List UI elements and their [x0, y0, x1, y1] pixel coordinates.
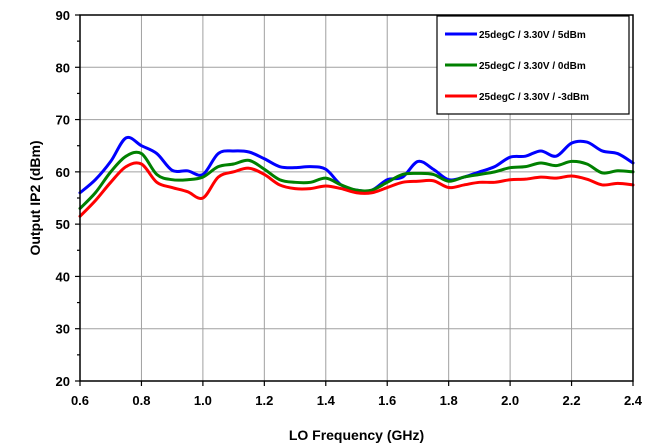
x-axis-tick-labels: 0.6 0.8 1.0 1.2 1.4 1.6 1.8 2.0 2.2 2.4 — [71, 393, 643, 408]
x-tick-label: 1.0 — [194, 393, 212, 408]
x-tick-label: 1.4 — [317, 393, 336, 408]
series-lines — [78, 135, 635, 218]
x-tick-label: 1.8 — [440, 393, 458, 408]
legend-label: 25degC / 3.30V / 0dBm — [479, 61, 586, 72]
axis-ticks — [75, 14, 634, 386]
y-tick-label: 40 — [56, 269, 70, 284]
x-tick-label: 2.4 — [624, 393, 643, 408]
x-tick-label: 0.8 — [132, 393, 150, 408]
x-tick-label: 1.2 — [255, 393, 273, 408]
legend-label: 25degC / 3.30V / 5dBm — [479, 30, 586, 41]
y-axis-title: Output IP2 (dBm) — [27, 140, 43, 255]
x-tick-label: 1.6 — [378, 393, 396, 408]
x-tick-label: 0.6 — [71, 393, 89, 408]
legend: 25degC / 3.30V / 5dBm 25degC / 3.30V / 0d… — [436, 15, 630, 115]
x-tick-label: 2.2 — [563, 393, 581, 408]
y-tick-label: 20 — [56, 374, 70, 389]
y-tick-label: 80 — [56, 60, 70, 75]
x-axis-title: LO Frequency (GHz) — [289, 427, 424, 443]
y-tick-label: 90 — [56, 8, 70, 23]
y-tick-label: 70 — [56, 113, 70, 128]
series-line-0dbm — [78, 150, 635, 210]
x-tick-label: 2.0 — [501, 393, 519, 408]
y-tick-label: 30 — [56, 322, 70, 337]
legend-label: 25degC / 3.30V / -3dBm — [479, 92, 589, 103]
y-tick-label: 50 — [56, 217, 70, 232]
series-line-minus3dbm — [78, 161, 635, 218]
y-axis-tick-labels: 20 30 40 50 60 70 80 90 — [56, 8, 70, 389]
y-tick-label: 60 — [56, 165, 70, 180]
